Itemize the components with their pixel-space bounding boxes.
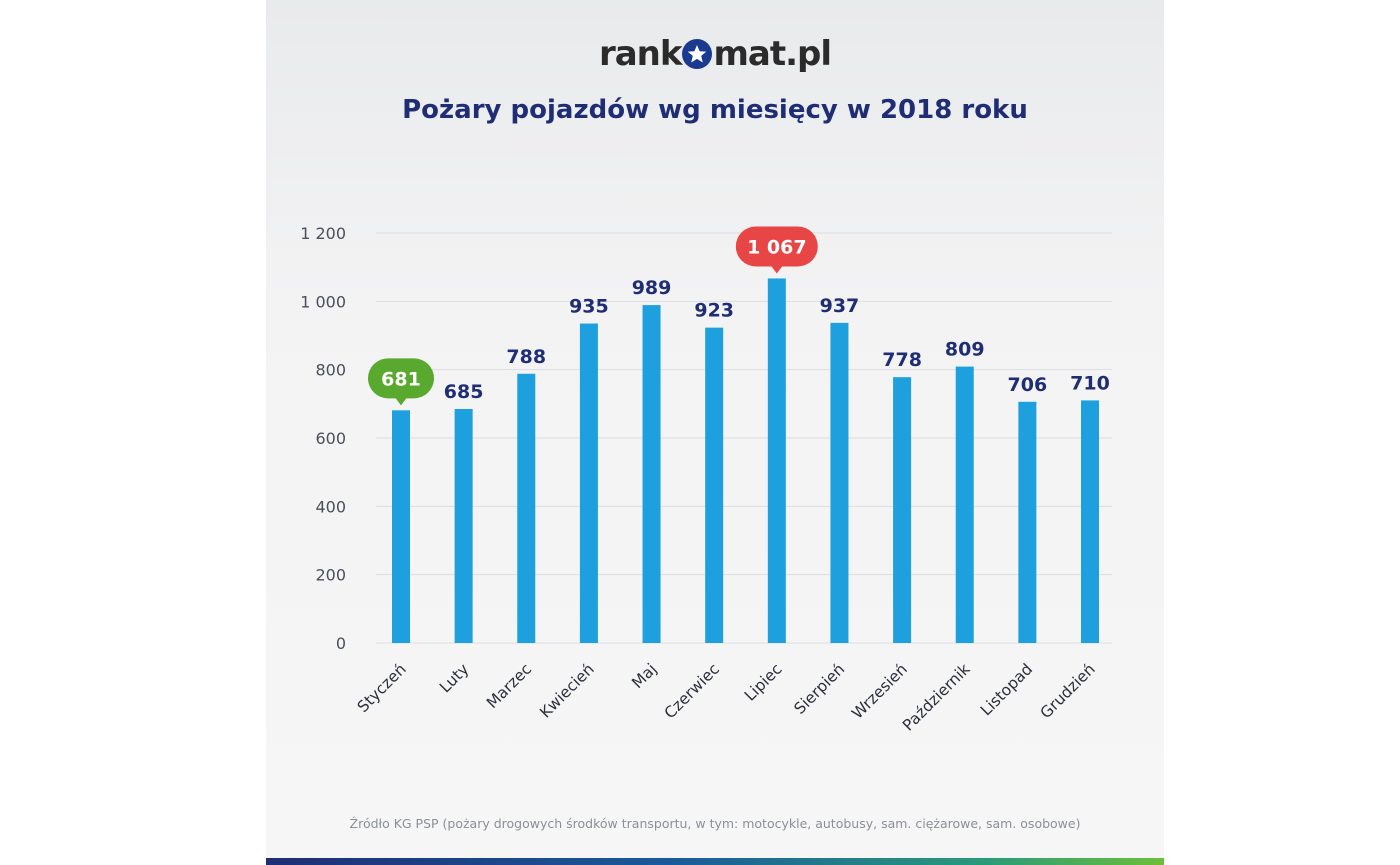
y-tick-label: 600 <box>315 429 346 448</box>
x-tick-label: Lipiec <box>741 660 786 705</box>
data-label: 923 <box>694 300 734 322</box>
data-label: 937 <box>820 295 860 317</box>
x-tick-label: Grudzień <box>1037 660 1099 722</box>
bar <box>454 408 473 643</box>
data-label: 788 <box>506 346 546 368</box>
data-label: 809 <box>945 339 985 361</box>
badge-pointer <box>770 265 783 274</box>
logo: rank mat.pl <box>266 30 1164 78</box>
y-tick-label: 400 <box>315 497 346 516</box>
x-tick-label: Październik <box>899 660 973 734</box>
data-label: 710 <box>1070 372 1110 394</box>
bar <box>955 366 974 643</box>
bar-chart: 0 200 400 600 800 1 000 1 200 681 Styczeń 685 Luty… <box>300 224 1112 735</box>
data-label: 681 <box>381 368 421 390</box>
x-tick-label: Maj <box>628 660 660 692</box>
logo-text-start: rank <box>598 34 683 74</box>
bar <box>893 377 912 643</box>
bottom-gradient-bar <box>266 858 1164 865</box>
y-tick-label: 200 <box>315 566 346 585</box>
y-tick-label: 1 200 <box>300 224 346 243</box>
bar <box>517 373 536 643</box>
x-tick-label: Listopad <box>977 660 1036 719</box>
bar <box>1018 401 1037 643</box>
x-tick-label: Czerwiec <box>661 660 723 722</box>
x-tick-label: Sierpień <box>791 660 849 718</box>
max-value-badge <box>735 226 818 267</box>
x-tick-label: Marzec <box>483 660 535 712</box>
data-label: 935 <box>569 296 609 318</box>
star-icon <box>682 39 713 69</box>
data-label: 778 <box>882 349 922 371</box>
x-tick-label: Wrzesień <box>848 660 911 723</box>
infographic-card: rank mat.pl Pożary pojazdów wg miesięcy w… <box>266 0 1164 865</box>
logo-text-end: mat.pl <box>713 34 832 74</box>
data-label: 989 <box>632 277 672 299</box>
bar <box>767 278 786 643</box>
min-value-badge <box>368 358 434 399</box>
bar <box>830 322 849 643</box>
x-tick-label: Kwiecień <box>536 660 597 721</box>
bar <box>579 323 598 643</box>
y-tick-label: 1 000 <box>300 292 346 311</box>
chart-title: Pożary pojazdów wg miesięcy w 2018 roku <box>402 95 1028 125</box>
source-note: Źródło KG PSP (pożary drogowych środków … <box>349 816 1081 831</box>
bar <box>642 305 661 643</box>
x-tick-label: Styczeń <box>354 660 410 716</box>
bar <box>1081 400 1099 643</box>
bar <box>392 410 410 643</box>
badge-pointer <box>395 397 407 406</box>
data-label: 685 <box>444 381 484 403</box>
data-label: 706 <box>1008 374 1048 396</box>
bar <box>705 327 724 643</box>
y-tick-label: 0 <box>336 634 346 653</box>
y-tick-label: 800 <box>315 361 346 380</box>
x-tick-label: Luty <box>436 660 472 696</box>
data-label: 1 067 <box>747 236 807 258</box>
